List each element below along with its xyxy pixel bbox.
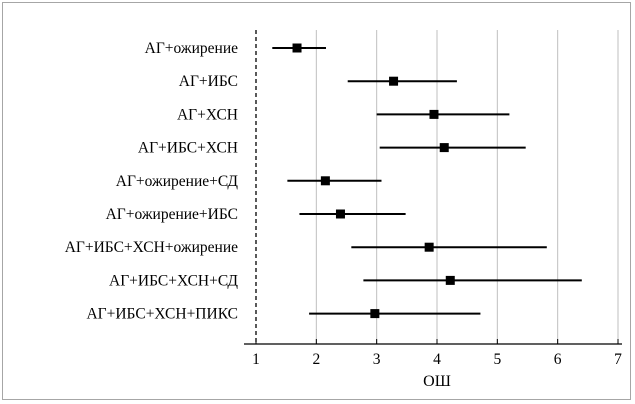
x-tick-label: 4 <box>433 351 441 368</box>
forest-row: АГ+ХСН <box>177 106 510 123</box>
or-marker <box>370 309 380 319</box>
forest-row: АГ+ИБС+ХСН+ПИКС <box>86 306 481 323</box>
forest-row: АГ+ожирение <box>145 40 326 57</box>
row-label: АГ+ожирение+ИБС <box>106 206 238 223</box>
row-label: АГ+ИБС+ХСН <box>138 140 238 157</box>
row-label: АГ+ИБС+ХСН+ПИКС <box>86 306 238 323</box>
forest-row: АГ+ИБС+ХСН+СД <box>109 272 582 289</box>
x-tick-label: 5 <box>493 351 501 368</box>
row-label: АГ+ИБС+ХСН+ожирение <box>65 239 238 256</box>
x-axis: 1 2 3 4 5 6 7 <box>244 339 622 368</box>
grid-lines <box>315 30 619 344</box>
row-label: АГ+ожирение <box>145 40 238 57</box>
forest-rows: АГ+ожирение АГ+ИБС АГ+ХСН АГ+ИБС+ХСН АГ+ожир… <box>65 40 582 323</box>
x-tick-label: 2 <box>312 351 320 368</box>
row-label: АГ+ХСН <box>177 106 238 123</box>
forest-row: АГ+ИБС+ХСН <box>138 140 526 157</box>
or-marker <box>439 143 449 153</box>
or-marker <box>335 209 345 219</box>
or-marker <box>292 43 302 53</box>
or-marker <box>445 275 455 285</box>
forest-row: АГ+ИБС <box>179 73 457 90</box>
forest-row: АГ+ИБС+ХСН+ожирение <box>65 239 547 256</box>
forest-row: АГ+ожирение+ИБС <box>106 206 406 223</box>
or-marker <box>424 242 434 252</box>
x-tick-label: 6 <box>554 351 562 368</box>
x-axis-title: ОШ <box>423 373 451 390</box>
or-marker <box>320 176 330 186</box>
x-tick-label: 3 <box>373 351 381 368</box>
x-tick-label: 1 <box>252 351 260 368</box>
row-label: АГ+ИБС <box>179 73 238 90</box>
row-label: АГ+ИБС+ХСН+СД <box>109 272 238 289</box>
or-marker <box>389 76 399 86</box>
forest-row: АГ+ожирение+СД <box>116 173 382 190</box>
row-label: АГ+ожирение+СД <box>116 173 239 190</box>
or-marker <box>429 109 439 119</box>
x-tick-label: 7 <box>614 351 622 368</box>
